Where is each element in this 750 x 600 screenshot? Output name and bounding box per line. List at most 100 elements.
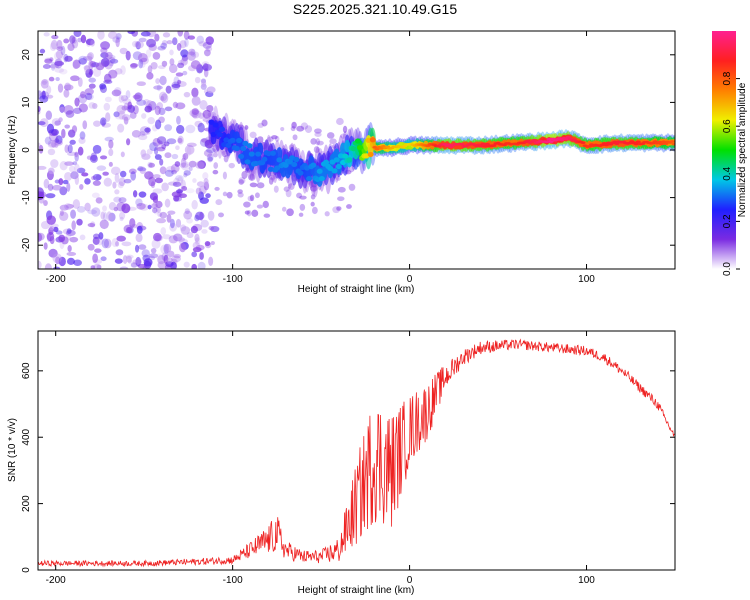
spectrogram-noise-blob	[168, 63, 178, 74]
spectrogram-noise-blob	[102, 171, 109, 176]
snr-ticks: -200 -100 0 100 0 200 400 600	[21, 331, 675, 586]
spectrogram-scatter-blob	[244, 125, 249, 130]
spectrogram-noise-blob	[184, 144, 195, 155]
spectrogram-noise-blob	[103, 212, 108, 222]
spectrogram-noise-blob	[161, 252, 168, 262]
spectrogram-noise-blob	[125, 90, 131, 99]
spectrogram-noise-blob	[118, 197, 127, 203]
spectrogram-noise-blob	[194, 76, 201, 84]
spectrogram-noise-blob	[45, 94, 54, 99]
spectrogram-noise-blob	[65, 110, 75, 118]
spectrogram-noise-blob	[159, 75, 167, 86]
spectrogram-noise-blob	[74, 151, 79, 158]
spectrogram-noise-blob	[68, 165, 76, 173]
spectrogram-ridge-mark	[546, 137, 552, 141]
spectrogram-noise-blob	[76, 205, 86, 213]
spectrogram-noise-blob	[155, 253, 163, 260]
spectrogram-noise-blob	[47, 167, 55, 175]
spectrogram-noise-blob	[160, 93, 169, 104]
spectrogram-noise-blob	[55, 135, 63, 145]
spectrogram-noise-blob	[154, 33, 160, 42]
spectrogram-noise-blob	[127, 105, 136, 113]
spectrogram-noise-blob	[73, 31, 82, 38]
spectrogram-scatter-blob	[296, 192, 303, 199]
spectrogram-ridge-mark	[635, 140, 641, 144]
spectrogram-scatter-blob	[217, 212, 225, 218]
spectrogram-ridge-mark	[369, 137, 376, 143]
spectrogram-noise-blob	[70, 75, 80, 82]
spectrogram-noise-blob	[67, 43, 75, 51]
spectrogram-noise-blob	[70, 171, 79, 180]
spectrogram-noise-blob	[176, 237, 186, 242]
spectrogram-scatter-blob	[215, 199, 223, 206]
spectrogram-noise-blob	[114, 258, 123, 264]
spectrogram-noise-blob	[69, 35, 76, 44]
spectrogram-noise-blob	[125, 227, 133, 234]
spectrogram-ytick-label: 10	[21, 96, 32, 108]
spectrogram-noise-blob	[174, 161, 181, 167]
spectrogram-scatter-blob	[299, 195, 307, 200]
spectrogram-noise-blob	[143, 258, 153, 267]
spectrogram-noise-blob	[198, 41, 207, 47]
spectrogram-noise-blob	[100, 117, 107, 126]
spectrogram-scatter-blob	[254, 192, 260, 199]
spectrogram-noise-blob	[112, 181, 117, 189]
spectrogram-noise-blob	[76, 218, 83, 226]
spectrogram-noise-blob	[45, 110, 53, 121]
spectrogram-noise-blob	[95, 62, 105, 71]
snr-xtick-label: -200	[46, 575, 66, 586]
spectrogram-noise-blob	[55, 50, 63, 60]
spectrogram-noise-blob	[191, 251, 198, 258]
spectrogram-noise-blob	[165, 85, 172, 94]
spectrogram-xtick-label: 0	[407, 274, 413, 285]
spectrogram-noise-blob	[103, 73, 112, 84]
spectrogram-noise-blob	[198, 191, 204, 201]
spectrogram-scatter-blob	[286, 208, 294, 217]
spectrogram-noise-blob	[139, 55, 149, 65]
spectrogram-noise-blob	[86, 53, 93, 62]
spectrogram-noise-blob	[93, 263, 102, 269]
spectrogram-noise-blob	[84, 64, 90, 74]
spectrogram-scatter-blob	[256, 182, 265, 189]
snr-ylabel: SNR (10 * v/v)	[7, 418, 18, 482]
spectrogram-ridge-mark	[669, 140, 675, 143]
spectrogram-noise-blob	[158, 107, 166, 116]
spectrogram-ridge-mark	[333, 157, 340, 163]
spectrogram-ridge-mark	[671, 142, 675, 146]
spectrogram-noise-blob	[64, 82, 71, 91]
spectrogram-noise-blob	[118, 177, 126, 187]
spectrogram-noise-blob	[89, 154, 98, 163]
spectrogram-noise-blob	[176, 189, 184, 194]
spectrogram-noise-blob	[111, 89, 122, 97]
spectrogram-ridge-mark	[244, 159, 251, 165]
spectrogram-noise-blob	[210, 225, 220, 233]
spectrogram-noise-blob	[164, 169, 174, 177]
spectrogram-noise-blob	[199, 252, 204, 260]
spectrogram-noise-blob	[46, 215, 56, 225]
spectrogram-noise-blob	[119, 216, 124, 222]
spectrogram-noise-blob	[122, 255, 128, 264]
spectrogram-noise-blob	[110, 166, 121, 175]
spectrogram-noise-blob	[194, 237, 201, 245]
spectrogram-noise-blob	[113, 196, 122, 203]
spectrogram-noise-blob	[164, 198, 171, 208]
spectrogram-noise-blob	[95, 174, 102, 181]
spectrogram-noise-blob	[204, 240, 211, 247]
spectrogram-noise-blob	[200, 219, 209, 228]
spectrogram-noise-blob	[95, 197, 103, 204]
spectrogram-noise-blob	[80, 34, 87, 44]
spectrogram-noise-blob	[153, 205, 159, 215]
spectrogram-noise-blob	[104, 136, 114, 142]
spectrogram-noise-blob	[89, 39, 95, 47]
spectrogram-scatter-blob	[290, 126, 296, 132]
spectrogram-noise-blob	[177, 62, 185, 69]
spectrogram-noise-blob	[177, 79, 182, 85]
spectrogram-scatter-blob	[251, 209, 259, 217]
spectrogram-noise-blob	[208, 256, 214, 267]
spectrogram-noise-blob	[119, 211, 126, 220]
spectrogram-noise-blob	[77, 77, 83, 88]
spectrogram-ridge-mark	[603, 143, 609, 147]
spectrogram-noise-blob	[79, 131, 86, 140]
spectrogram-noise-blob	[78, 137, 86, 144]
